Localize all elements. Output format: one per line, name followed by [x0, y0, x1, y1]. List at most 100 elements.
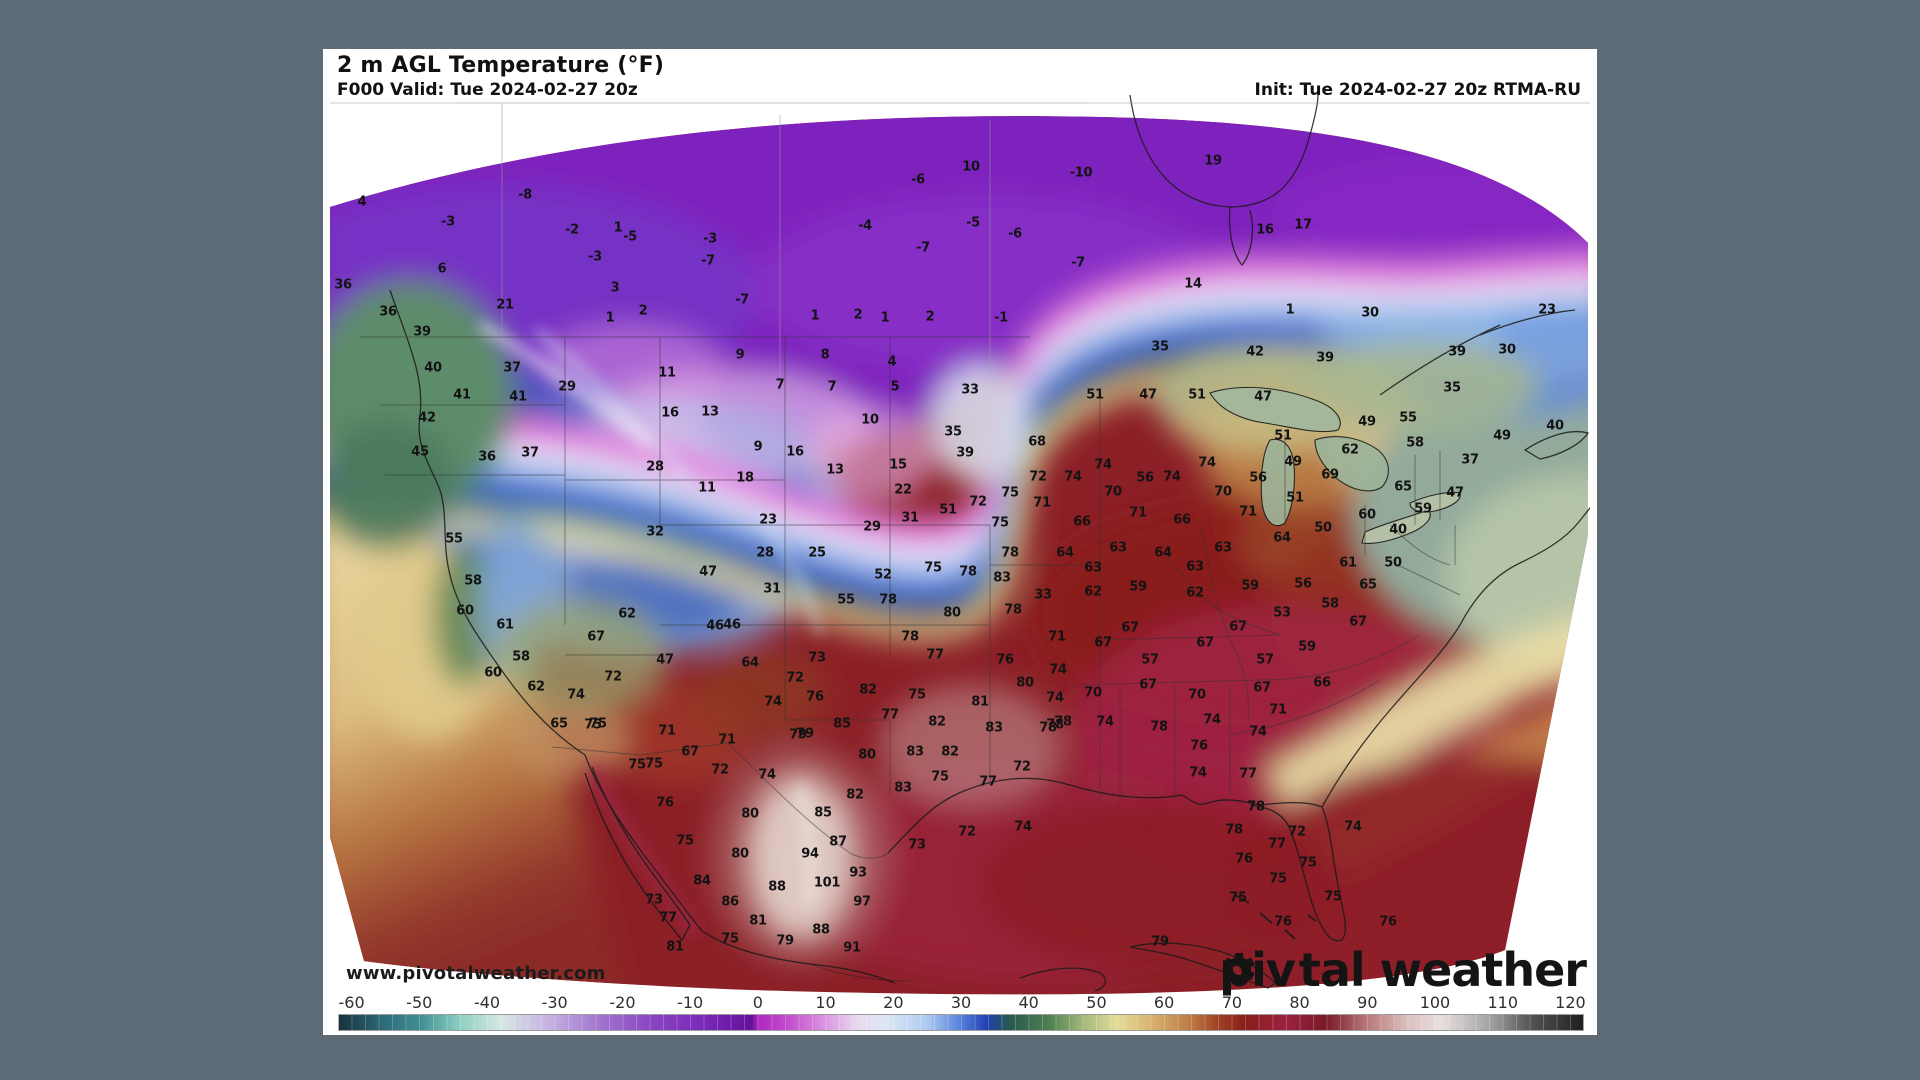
temp-label: 71	[1033, 495, 1051, 511]
temp-label: 30	[1498, 342, 1516, 358]
temp-label: 77	[659, 910, 677, 926]
temp-label: 71	[658, 723, 676, 739]
colorbar-tick: -50	[406, 993, 433, 1012]
temp-label: 10	[861, 412, 879, 428]
temp-label: 56	[1249, 470, 1267, 486]
temp-label: 22	[894, 482, 912, 498]
temp-label: -2	[565, 222, 579, 238]
brand-text-right: tal weather	[1298, 943, 1587, 997]
temp-label: 69	[1321, 467, 1339, 483]
map-canvas: 4 -8 -3 -2 1 -5 -3 -6 10 -10 19 -4 -5 -6 -7 -7 6 -3 3 -7 21 1…	[330, 95, 1590, 997]
temp-label: 11	[658, 365, 676, 381]
temp-label: 74	[1198, 455, 1216, 471]
temp-label: 83	[985, 720, 1003, 736]
temp-label: 70	[1214, 484, 1232, 500]
init-time: Init: Tue 2024-02-27 20z RTMA-RU	[1254, 80, 1581, 100]
temp-label: 63	[1084, 560, 1102, 576]
temp-label: -3	[703, 231, 717, 247]
temp-label: 64	[1056, 545, 1074, 561]
temp-label: 25	[808, 545, 826, 561]
temp-label: 16	[1256, 222, 1274, 238]
temp-label: 59	[1241, 578, 1259, 594]
temp-label: 2	[925, 309, 935, 325]
temp-label: 35	[944, 424, 962, 440]
temp-label: 68	[1028, 434, 1046, 450]
temp-label: 75	[1299, 855, 1317, 871]
temp-label: 30	[1361, 305, 1379, 321]
temp-label: 74	[1046, 690, 1064, 706]
temp-label: 79	[789, 727, 807, 743]
temp-label: 62	[618, 606, 636, 622]
temp-label: 67	[1253, 680, 1271, 696]
temp-label: -7	[735, 292, 749, 308]
temp-label: 84	[693, 873, 711, 889]
colorbar-tick: -20	[609, 993, 636, 1012]
temp-label: 66	[1073, 514, 1091, 530]
colorbar-tick: 40	[1018, 993, 1039, 1012]
temp-label: -8	[518, 187, 532, 203]
temp-label: -6	[911, 172, 925, 188]
temp-label: 3	[610, 280, 620, 296]
temp-label: 94	[801, 846, 819, 862]
temp-label: 80	[741, 806, 759, 822]
temp-label: 6	[437, 261, 447, 277]
colorbar-tick: -30	[541, 993, 568, 1012]
temp-label: 5	[890, 379, 900, 395]
temp-label: 72	[1029, 469, 1047, 485]
temp-label: 57	[1256, 652, 1274, 668]
colorbar-tick: 110	[1487, 993, 1519, 1012]
temp-label: 79	[776, 933, 794, 949]
temp-label: 55	[445, 531, 463, 547]
temp-label: 40	[1389, 522, 1407, 538]
temp-label: 78	[901, 629, 919, 645]
temp-label: 14	[1184, 276, 1202, 292]
temp-label: 1	[880, 310, 890, 326]
temp-label: 51	[1086, 387, 1104, 403]
temp-label: 73	[808, 650, 826, 666]
temp-label: 67	[1349, 614, 1367, 630]
temp-label: 36	[334, 277, 352, 293]
temp-label: 61	[1339, 555, 1357, 571]
temp-label: 75	[931, 769, 949, 785]
temp-label: 82	[928, 714, 946, 730]
temp-label: 41	[453, 387, 471, 403]
temp-label: 47	[699, 564, 717, 580]
temperature-colorbar: -60 -50 -40 -30 -20 -10 0 10 20 30 40 50 60 70 80 90 100…	[338, 993, 1586, 1033]
temp-label: 64	[741, 655, 759, 671]
colorbar-tick: 100	[1419, 993, 1451, 1012]
temp-label: 47	[656, 652, 674, 668]
temp-label: 75	[645, 756, 663, 772]
temp-label: 40	[1546, 418, 1564, 434]
temp-label: 73	[908, 837, 926, 853]
temp-label: 10	[962, 159, 980, 175]
temp-label: 1	[605, 310, 615, 326]
temp-label: 39	[413, 324, 431, 340]
temp-label: 75	[628, 757, 646, 773]
temp-label: 75	[1324, 889, 1342, 905]
temp-label: -7	[916, 240, 930, 256]
map-panel: 2 m AGL Temperature (°F) F000 Valid: Tue…	[323, 49, 1597, 1035]
temp-label: 71	[1129, 505, 1147, 521]
temp-label: 80	[731, 846, 749, 862]
temp-label: 67	[1121, 620, 1139, 636]
temp-label: 60	[456, 603, 474, 619]
temp-label: 80	[943, 605, 961, 621]
temp-label: 55	[837, 592, 855, 608]
temp-label: 70	[1188, 687, 1206, 703]
temp-label: 9	[735, 347, 745, 363]
temp-label: -6	[1008, 226, 1022, 242]
temp-label: 59	[1129, 579, 1147, 595]
temp-label: 76	[806, 689, 824, 705]
temp-label: 75	[676, 833, 694, 849]
temp-label: -5	[966, 215, 980, 231]
temp-label: 50	[1384, 555, 1402, 571]
temp-label: 41	[509, 389, 527, 405]
temp-label: 49	[1493, 428, 1511, 444]
temp-label: 59	[1298, 639, 1316, 655]
temp-label: 81	[971, 694, 989, 710]
temp-label: 47	[1254, 389, 1272, 405]
colorbar-gradient	[338, 1014, 1584, 1031]
temp-label: 16	[661, 405, 679, 421]
temp-label: 73	[645, 892, 663, 908]
temp-label: 67	[1196, 635, 1214, 651]
